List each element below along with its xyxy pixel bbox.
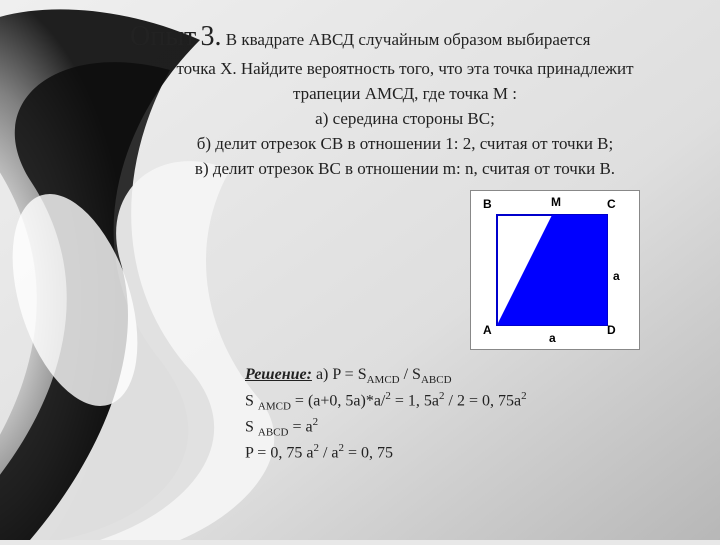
label-B: B bbox=[483, 197, 492, 211]
solution-header: Решение: bbox=[245, 366, 312, 383]
experiment-label: Опыт bbox=[130, 21, 196, 52]
solution-block: Решение: а) P = SAMCD / SABCD S AMCD = (… bbox=[245, 364, 680, 464]
solution-line4: P = 0, 75 a2 / a2 = 0, 75 bbox=[245, 441, 680, 465]
problem-case-b: б) делит отрезок СВ в отношении 1: 2, сч… bbox=[130, 133, 680, 156]
problem-case-a: а) середина стороны ВС; bbox=[130, 108, 680, 131]
solution-line1: Решение: а) P = SAMCD / SABCD bbox=[245, 364, 680, 389]
label-C: C bbox=[607, 197, 616, 211]
problem-line1: точка Х. Найдите вероятность того, что э… bbox=[130, 58, 680, 81]
label-a-right: a bbox=[613, 269, 620, 283]
label-M: M bbox=[551, 195, 561, 209]
label-A: A bbox=[483, 323, 492, 337]
title-tail: В квадрате АВСД случайным образом выбира… bbox=[226, 30, 591, 49]
label-a-bottom: a bbox=[549, 331, 556, 345]
solution-line3: S ABCD = a2 bbox=[245, 415, 680, 441]
experiment-number: 3. bbox=[201, 21, 222, 52]
geometry-diagram: B M C A D a a bbox=[470, 190, 640, 350]
problem-case-c: в) делит отрезок ВС в отношении m: n, сч… bbox=[130, 158, 680, 181]
problem-line2: трапеции АМСД, где точка М : bbox=[130, 83, 680, 106]
problem-statement: Опыт 3. В квадрате АВСД случайным образо… bbox=[130, 18, 680, 180]
solution-line2: S AMCD = (a+0, 5a)*a/2 = 1, 5a2 / 2 = 0,… bbox=[245, 389, 680, 415]
label-D: D bbox=[607, 323, 616, 337]
